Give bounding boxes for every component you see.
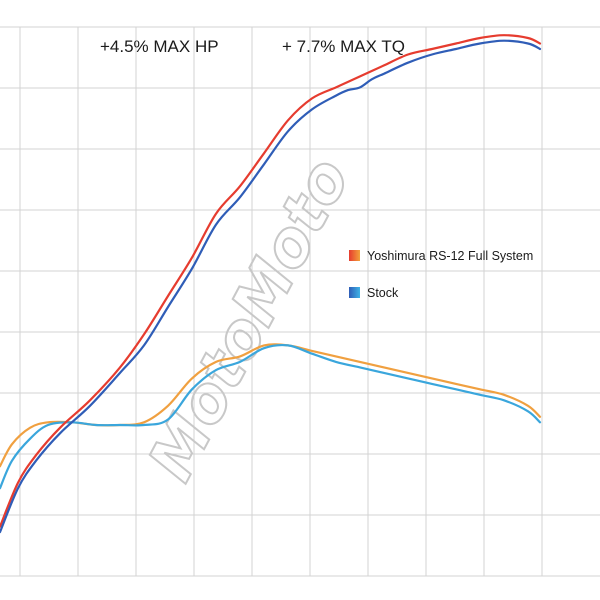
yoshimura-horsepower-line <box>0 34 542 528</box>
headline-tq: + 7.7% MAX TQ <box>282 37 405 56</box>
series-layer <box>0 34 542 534</box>
legend-label-stock: Stock <box>367 286 399 300</box>
legend-swatch-stock <box>349 287 360 298</box>
legend-swatch-yoshimura <box>349 250 360 261</box>
headline-hp: +4.5% MAX HP <box>100 37 219 56</box>
stock-horsepower-line <box>0 39 542 534</box>
legend: Yoshimura RS-12 Full System Stock <box>349 249 533 300</box>
legend-label-yoshimura: Yoshimura RS-12 Full System <box>367 249 533 263</box>
